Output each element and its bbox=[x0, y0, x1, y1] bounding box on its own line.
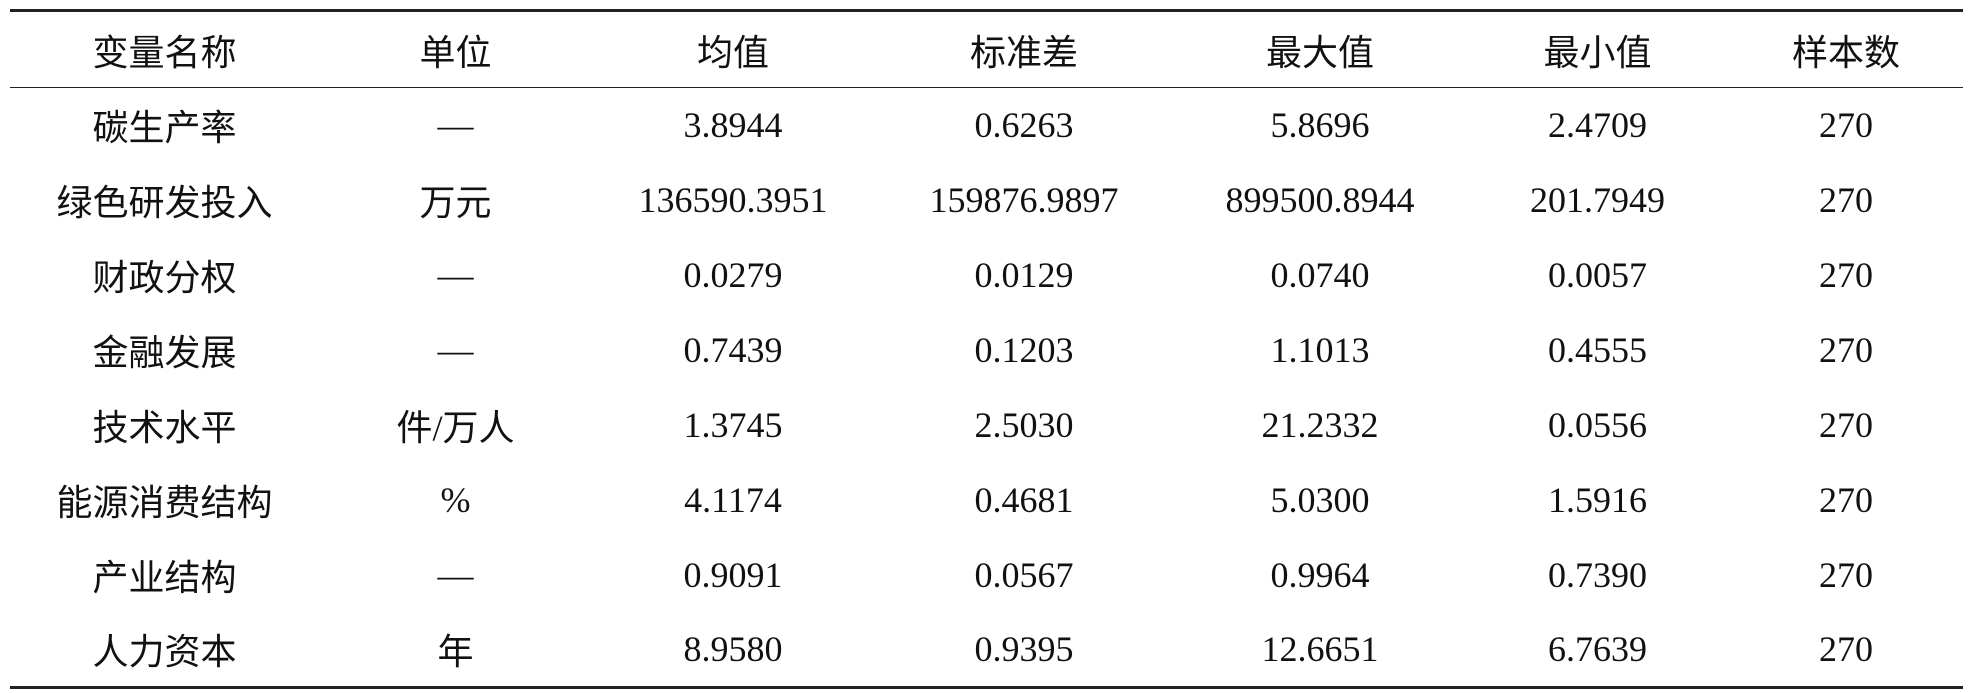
table-cell: 0.7390 bbox=[1548, 555, 1647, 595]
table-cell: 8.9580 bbox=[683, 629, 783, 670]
table-cell: 270 bbox=[1819, 480, 1873, 520]
table-row: 财政分权 — 0.0279 0.0129 0.0740 0.0057 270 bbox=[10, 238, 1963, 313]
table-cell: 1.1013 bbox=[1270, 330, 1370, 370]
table-body: 碳生产率 — 3.8944 0.6263 5.8696 2.4709 270 绿色研发投入 万元… bbox=[10, 88, 1963, 688]
table-cell: 2.4709 bbox=[1548, 105, 1647, 146]
header-row: 变量名称 单位 均值 标准差 最大值 最小值 样本数 bbox=[10, 10, 1963, 88]
table-cell: 0.7439 bbox=[683, 330, 783, 370]
table-cell: 0.0740 bbox=[1270, 255, 1370, 295]
table-cell: 能源消费结构 bbox=[56, 483, 273, 523]
table-cell: 21.2332 bbox=[1261, 405, 1379, 445]
table-cell: 270 bbox=[1819, 255, 1873, 295]
table-cell: 0.9964 bbox=[1270, 555, 1370, 595]
table-row: 碳生产率 — 3.8944 0.6263 5.8696 2.4709 270 bbox=[10, 88, 1963, 163]
table-cell: 270 bbox=[1819, 180, 1873, 220]
table-cell: 人力资本 bbox=[92, 632, 237, 673]
table-cell: — bbox=[437, 555, 474, 595]
table-cell: 0.0556 bbox=[1548, 405, 1647, 445]
table-cell: 财政分权 bbox=[92, 258, 237, 298]
table-cell: 0.9395 bbox=[974, 629, 1074, 670]
table-cell: 0.0129 bbox=[974, 255, 1074, 295]
table-cell: 136590.3951 bbox=[638, 180, 828, 220]
table-cell: 4.1174 bbox=[684, 480, 782, 520]
table-cell: — bbox=[437, 255, 474, 295]
header-cell: 样本数 bbox=[1791, 32, 1900, 73]
table-cell: 0.9091 bbox=[683, 555, 783, 595]
table-cell: — bbox=[437, 105, 474, 146]
header-cell: 单位 bbox=[419, 32, 492, 73]
header-cell: 标准差 bbox=[969, 32, 1078, 73]
table-cell: 0.6263 bbox=[974, 105, 1074, 146]
table-cell: 0.0567 bbox=[974, 555, 1074, 595]
table-cell: 270 bbox=[1819, 555, 1873, 595]
stats-table: 变量名称 单位 均值 标准差 最大值 最小值 样本数 碳生产率 — 3.8944 0.6263 5.… bbox=[10, 9, 1963, 689]
table-cell: 270 bbox=[1819, 629, 1873, 670]
table-cell: 3.8944 bbox=[683, 105, 783, 146]
table-cell: 12.6651 bbox=[1261, 629, 1379, 670]
table-cell: 金融发展 bbox=[92, 333, 237, 373]
table-header: 变量名称 单位 均值 标准差 最大值 最小值 样本数 bbox=[10, 10, 1963, 88]
table-cell: 1.3745 bbox=[683, 405, 783, 445]
table-cell: 0.1203 bbox=[974, 330, 1074, 370]
table-cell: 碳生产率 bbox=[92, 108, 237, 149]
table-cell: 产业结构 bbox=[92, 558, 237, 598]
table-cell: 万元 bbox=[419, 183, 492, 223]
table-cell: 270 bbox=[1819, 105, 1873, 146]
table-cell: 201.7949 bbox=[1530, 180, 1665, 220]
table-cell: 1.5916 bbox=[1548, 480, 1647, 520]
table-cell: 5.0300 bbox=[1270, 480, 1370, 520]
table-row: 能源消费结构% 4.1174 0.4681 5.0300 1.5916 270 bbox=[10, 463, 1963, 538]
table-row: 产业结构 — 0.9091 0.0567 0.9964 0.7390 270 bbox=[10, 538, 1963, 613]
table-row: 技术水平 件/万人 1.3745 2.5030 21.2332 0.0556 270 bbox=[10, 388, 1963, 463]
table-cell: 技术水平 bbox=[92, 408, 237, 448]
table-cell: 0.0279 bbox=[683, 255, 783, 295]
table-cell: 899500.8944 bbox=[1225, 180, 1415, 220]
table-cell: 2.5030 bbox=[974, 405, 1074, 445]
header-cell: 变量名称 bbox=[92, 32, 237, 73]
table-cell: 件/万人 bbox=[396, 408, 515, 448]
header-cell: 均值 bbox=[696, 32, 769, 73]
table-cell: 0.0057 bbox=[1548, 255, 1647, 295]
table-row: 绿色研发投入 万元 136590.3951 159876.9897 899500.894… bbox=[10, 163, 1963, 238]
table-cell: 0.4681 bbox=[974, 480, 1074, 520]
table-cell: 年 bbox=[437, 632, 474, 673]
table-cell: 5.8696 bbox=[1270, 105, 1370, 146]
table-row: 人力资本 年 8.9580 0.9395 12.6651 6.7639 270 bbox=[10, 613, 1963, 688]
header-cell: 最大值 bbox=[1265, 32, 1374, 73]
table-cell: % bbox=[440, 480, 471, 520]
table-cell: 270 bbox=[1819, 405, 1873, 445]
table-cell: 6.7639 bbox=[1548, 629, 1647, 670]
table-cell: — bbox=[437, 330, 474, 370]
table-cell: 0.4555 bbox=[1548, 330, 1647, 370]
table-cell: 绿色研发投入 bbox=[56, 183, 273, 223]
table-cell: 159876.9897 bbox=[929, 180, 1119, 220]
table-row: 金融发展 — 0.7439 0.1203 1.1013 0.4555 270 bbox=[10, 313, 1963, 388]
table-cell: 270 bbox=[1819, 330, 1873, 370]
header-cell: 最小值 bbox=[1543, 32, 1652, 73]
